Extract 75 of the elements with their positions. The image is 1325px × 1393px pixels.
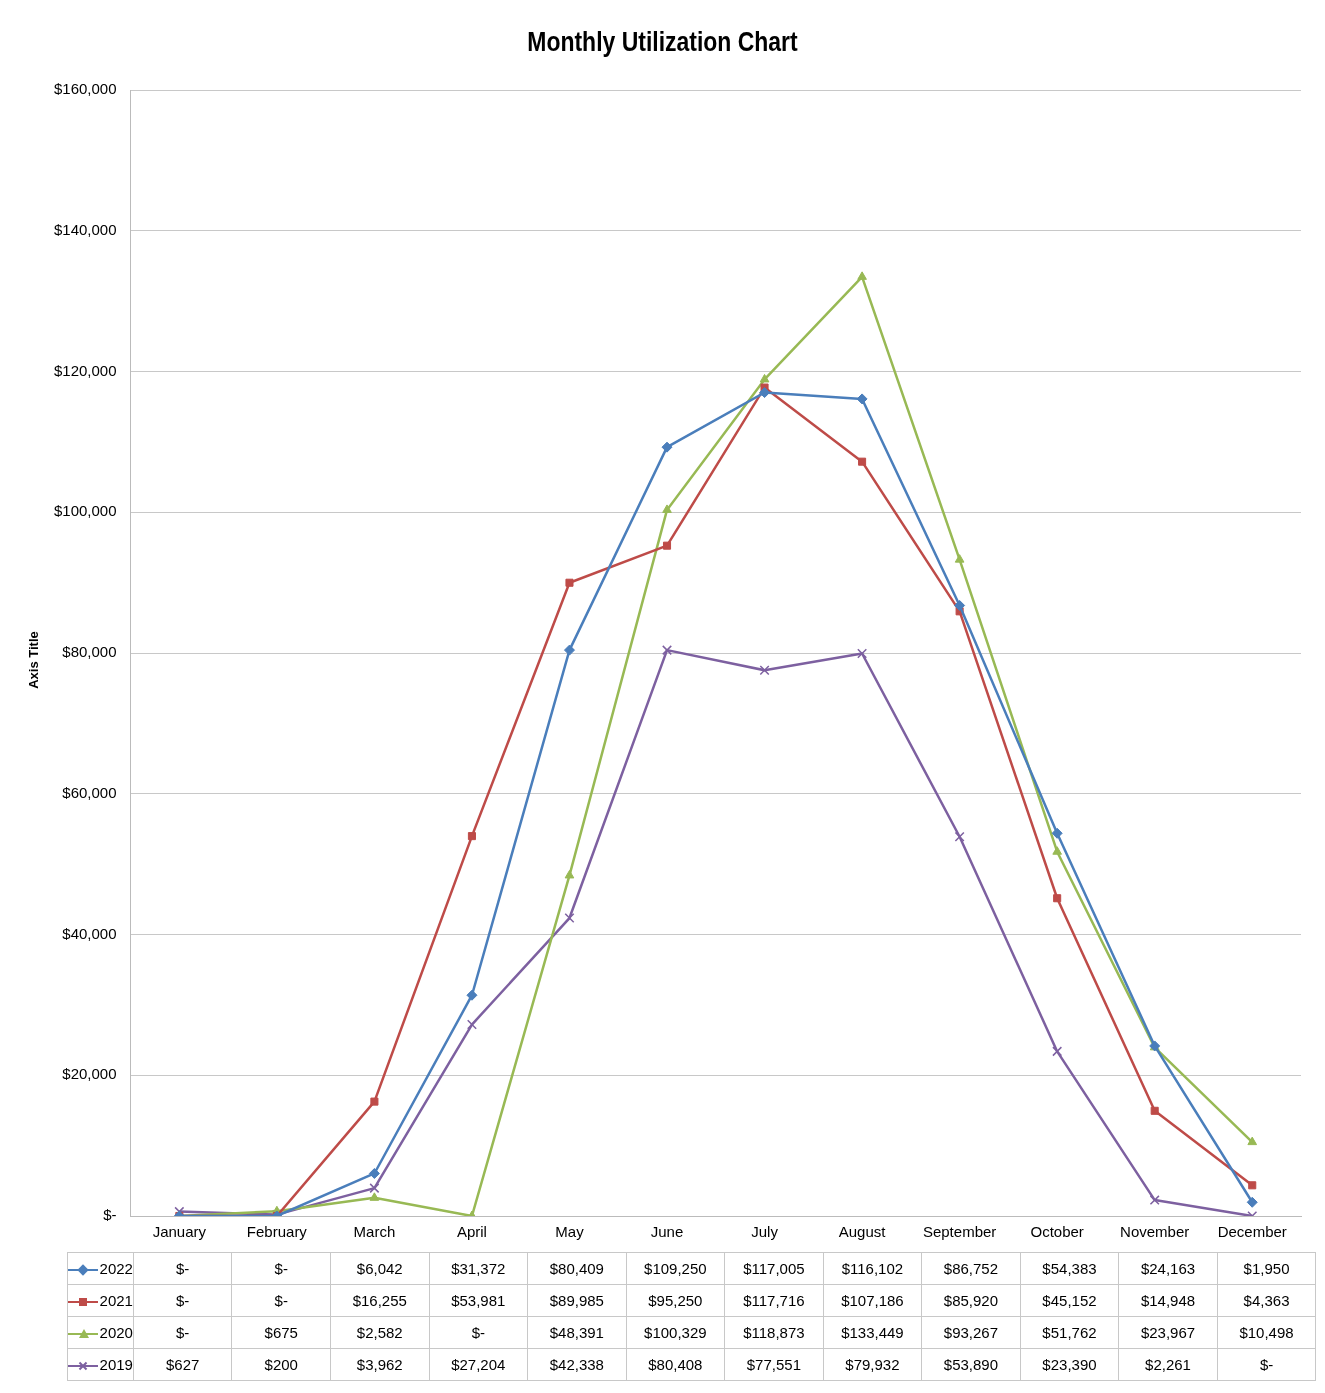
data-label: $77,551 [724, 1348, 824, 1381]
data-label: $117,005 [724, 1252, 824, 1285]
data-label: $27,204 [429, 1348, 528, 1381]
x-tick-label: March [353, 1223, 396, 1241]
data-label: $14,948 [1118, 1284, 1218, 1317]
data-label: $24,163 [1118, 1252, 1218, 1285]
data-label: $80,408 [626, 1348, 725, 1381]
data-label: $118,873 [724, 1316, 824, 1349]
x-tick-label: June [650, 1223, 684, 1241]
data-label: $133,449 [823, 1316, 922, 1349]
data-label: $86,752 [921, 1252, 1021, 1285]
data-label: $95,250 [626, 1284, 725, 1317]
y-tick-label: $80,000 [62, 643, 117, 661]
data-label: $53,981 [429, 1284, 528, 1317]
data-label: $- [133, 1252, 232, 1285]
x-tick-label: February [246, 1223, 308, 1241]
data-label: $54,383 [1020, 1252, 1119, 1285]
data-label: $109,250 [626, 1252, 725, 1285]
data-label: $93,267 [921, 1316, 1021, 1349]
data-label: $42,338 [527, 1348, 627, 1381]
x-tick-label: April [456, 1223, 487, 1241]
data-label: $2,582 [330, 1316, 430, 1349]
y-tick-label: $- [103, 1206, 117, 1224]
y-tick-label: $160,000 [53, 80, 117, 98]
x-tick-label: September [922, 1223, 997, 1241]
y-tick-label: $60,000 [62, 783, 117, 801]
data-label: $53,890 [921, 1348, 1021, 1381]
data-label: $6,042 [330, 1252, 430, 1285]
x-tick-label: May [555, 1223, 585, 1241]
data-label: $48,391 [527, 1316, 627, 1349]
legend-label: 2020 [67, 1316, 134, 1349]
data-label: $16,255 [330, 1284, 430, 1317]
data-label: $2,261 [1118, 1348, 1218, 1381]
data-label: $- [429, 1316, 528, 1349]
data-label: $107,186 [823, 1284, 922, 1317]
data-label: $23,390 [1020, 1348, 1119, 1381]
data-label: $675 [231, 1316, 331, 1349]
data-label: $80,409 [527, 1252, 627, 1285]
data-label: $89,985 [527, 1284, 627, 1317]
data-label: $100,329 [626, 1316, 725, 1349]
y-tick-label: $140,000 [53, 220, 117, 238]
data-label: $- [231, 1284, 331, 1317]
data-label: $- [1217, 1348, 1316, 1381]
data-label: $- [133, 1284, 232, 1317]
x-tick-label: November [1120, 1223, 1190, 1241]
x-tick-label: January [152, 1223, 207, 1241]
data-label: $10,498 [1217, 1316, 1316, 1349]
data-label: $200 [231, 1348, 331, 1381]
data-label: $116,102 [823, 1252, 922, 1285]
data-label: $31,372 [429, 1252, 528, 1285]
y-tick-label: $40,000 [62, 924, 117, 942]
data-label: $- [231, 1252, 331, 1285]
data-label: $627 [133, 1348, 232, 1381]
x-tick-label: October [1030, 1223, 1084, 1241]
data-label: $4,363 [1217, 1284, 1316, 1317]
data-label: $85,920 [921, 1284, 1021, 1317]
y-tick-label: $100,000 [53, 502, 117, 520]
x-tick-label: August [838, 1223, 887, 1241]
data-label: $1,950 [1217, 1252, 1316, 1285]
x-tick-label: July [751, 1223, 779, 1241]
data-label: $79,932 [823, 1348, 922, 1381]
y-tick-label: $120,000 [53, 361, 117, 379]
data-label: $45,152 [1020, 1284, 1119, 1317]
data-label: $3,962 [330, 1348, 430, 1381]
legend-label: 2021 [67, 1284, 134, 1317]
data-label: $- [133, 1316, 232, 1349]
data-label: $117,716 [724, 1284, 824, 1317]
data-label: $51,762 [1020, 1316, 1119, 1349]
legend-label: 2019 [67, 1348, 134, 1381]
chart-title: Monthly Utilization Chart [526, 26, 799, 58]
x-tick-label: December [1217, 1223, 1287, 1241]
data-label: $23,967 [1118, 1316, 1218, 1349]
y-axis-title: Axis Title [25, 631, 41, 689]
y-tick-label: $20,000 [62, 1065, 117, 1083]
legend-label: 2022 [67, 1252, 134, 1285]
